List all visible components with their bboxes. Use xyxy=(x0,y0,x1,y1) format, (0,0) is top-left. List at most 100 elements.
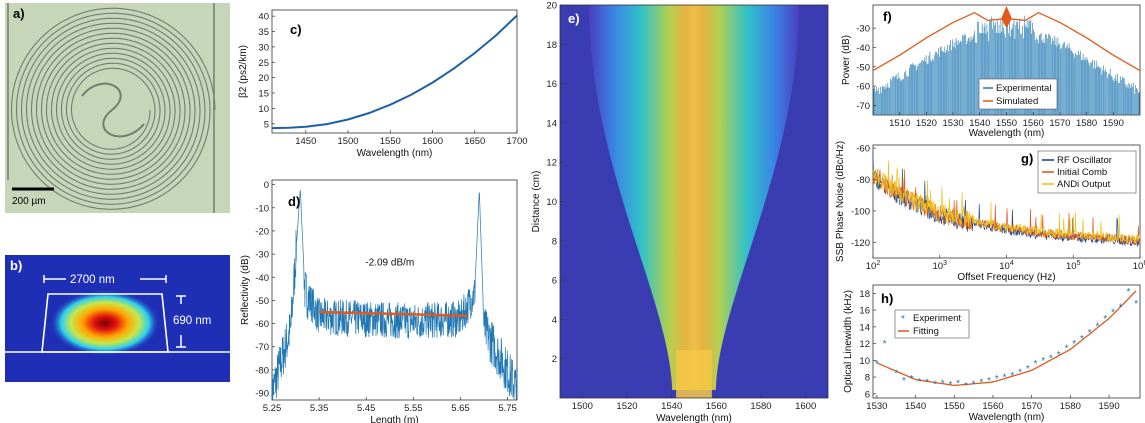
e-y-tick-label: 16 xyxy=(546,79,557,90)
mode-intensity xyxy=(50,290,160,356)
legend-box xyxy=(978,78,1058,110)
f-y-tick-label: -60 xyxy=(856,82,870,93)
input-band xyxy=(676,350,712,398)
c-y-tick-label: 25 xyxy=(258,58,269,69)
experiment-point: * xyxy=(1080,334,1084,345)
y-axis-label: SSB Phase Noise (dBc/Hz) xyxy=(835,141,846,262)
d-y-tick-label: -50 xyxy=(255,296,269,307)
experiment-point: * xyxy=(875,359,879,370)
d-x-tick-label: 5.45 xyxy=(357,403,376,414)
c-y-tick-label: 10 xyxy=(258,104,269,115)
x-axis-label: Offset Frequency (Hz) xyxy=(957,272,1055,283)
c-x-tick-label: 1550 xyxy=(380,136,401,147)
legend-box xyxy=(1037,150,1137,194)
f-x-tick-label: 1560 xyxy=(1023,118,1044,129)
y-axis-label: Power (dB) xyxy=(841,35,852,85)
s-bend xyxy=(81,82,145,138)
g-x-tick-label: 106 xyxy=(1133,260,1145,272)
experiment-point: * xyxy=(925,378,929,389)
d-x-tick-label: 5.25 xyxy=(263,403,282,414)
g-y-tick-label: -100 xyxy=(851,206,870,217)
experiment-point: * xyxy=(1041,356,1045,367)
panel-a: 200 µm a) xyxy=(5,3,230,213)
c-y-tick-label: 15 xyxy=(258,89,269,100)
d-y-tick-label: -30 xyxy=(255,250,269,261)
h-y-tick-label: 12 xyxy=(859,339,870,350)
d-y-tick-label: -40 xyxy=(255,273,269,284)
c-x-tick-label: 1650 xyxy=(464,136,485,147)
f-x-tick-label: 1530 xyxy=(943,118,964,129)
c-y-tick-label: 30 xyxy=(258,42,269,53)
experiment-point: * xyxy=(1088,328,1092,339)
panel-a-label: a) xyxy=(13,6,25,21)
pump-peak xyxy=(1001,5,1012,29)
f-x-tick-label: 1570 xyxy=(1049,118,1070,129)
experiment-point: * xyxy=(933,379,937,390)
c-x-tick-label: 1600 xyxy=(422,136,443,147)
panel-h-plot: **** * * * * * * * * * * * * * * * * * * * ** * ***** ***1530 15… xyxy=(843,284,1141,423)
d-y-tick-label: -60 xyxy=(255,319,269,330)
d-y-tick-label: 0 xyxy=(264,180,269,191)
fit-curve xyxy=(876,290,1137,387)
d-y-tick-label: -70 xyxy=(255,342,269,353)
experiment-point: * xyxy=(948,380,952,391)
e-y-tick-label: 4 xyxy=(552,315,557,326)
loss-fit-line xyxy=(319,310,468,317)
f-x-tick-label: 1550 xyxy=(996,118,1017,129)
h-x-tick-label: 1540 xyxy=(905,401,926,412)
experiment-point: * xyxy=(1026,364,1030,375)
panel-d-plot: 5.25 5.35 5.45 5.55 5.65 5.75 0 -10 -20 -30 -40 -50… xyxy=(240,179,518,423)
height-label: 690 nm xyxy=(173,315,211,327)
f-x-tick-label: 1510 xyxy=(889,118,910,129)
e-y-tick-label: 12 xyxy=(546,158,557,169)
h-x-tick-label: 1560 xyxy=(982,401,1003,412)
e-y-tick-label: 10 xyxy=(546,197,557,208)
phase-noise-trace-2 xyxy=(872,160,1141,244)
x-axis-label: Wavelength (nm) xyxy=(969,128,1045,139)
panel-b-label: b) xyxy=(10,258,22,273)
f-x-tick-label: 1590 xyxy=(1103,118,1124,129)
e-x-tick-label: 1520 xyxy=(616,401,637,412)
e-x-tick-label: 1580 xyxy=(750,401,771,412)
h-y-tick-label: 6 xyxy=(865,389,870,400)
legend-label-2: ANDi Output xyxy=(1057,179,1111,190)
spiral-waveguide-icon xyxy=(7,3,216,213)
c-y-tick-label: 20 xyxy=(258,73,269,84)
experiment-point: * xyxy=(902,376,906,387)
d-x-tick-label: 5.35 xyxy=(310,403,329,414)
e-y-tick-label: 8 xyxy=(552,236,557,247)
g-x-tick-label: 104 xyxy=(999,260,1014,272)
panel-e-label: e) xyxy=(568,11,580,26)
panel-g-label: g) xyxy=(1021,151,1033,166)
h-y-tick-label: 18 xyxy=(859,289,870,300)
experiment-point: * xyxy=(995,374,999,385)
g-y-tick-label: -120 xyxy=(851,238,870,249)
d-y-tick-label: -80 xyxy=(255,365,269,376)
h-x-tick-label: 1590 xyxy=(1098,401,1119,412)
panel-g-plot: 102 103 104 105 106 -60 -80 -100 -120 Offset Freq… xyxy=(835,141,1145,283)
experiment-point: * xyxy=(883,339,887,350)
f-y-tick-label: -30 xyxy=(856,24,870,35)
c-x-tick-label: 1700 xyxy=(506,136,527,147)
c-x-tick-label: 1500 xyxy=(337,136,358,147)
panel-f-label: f) xyxy=(883,9,892,24)
experiment-point: * xyxy=(894,368,898,379)
reflectivity-trace xyxy=(271,190,518,401)
experiment-point: * xyxy=(972,379,976,390)
legend-box xyxy=(894,309,970,339)
experiment-point: * xyxy=(1072,339,1076,350)
h-x-tick-label: 1570 xyxy=(1021,401,1042,412)
legend-label-1: Initial Comb xyxy=(1057,167,1107,178)
experiment-point: * xyxy=(1126,287,1130,298)
c-y-tick-label: 5 xyxy=(264,119,269,130)
spectral-broadening-fan xyxy=(589,5,799,390)
h-y-tick-label: 8 xyxy=(865,373,870,384)
legend-simulated: Simulated xyxy=(996,96,1038,107)
experiment-point: * xyxy=(917,377,921,388)
legend-fitting: Fitting xyxy=(913,326,939,337)
experiment-point: * xyxy=(1010,371,1014,382)
d-x-tick-label: 5.65 xyxy=(451,403,470,414)
legend-swatch-experiment: * xyxy=(901,314,905,325)
e-x-tick-label: 1500 xyxy=(572,401,593,412)
panel-b: 2700 nm 690 nm b) xyxy=(5,255,230,382)
